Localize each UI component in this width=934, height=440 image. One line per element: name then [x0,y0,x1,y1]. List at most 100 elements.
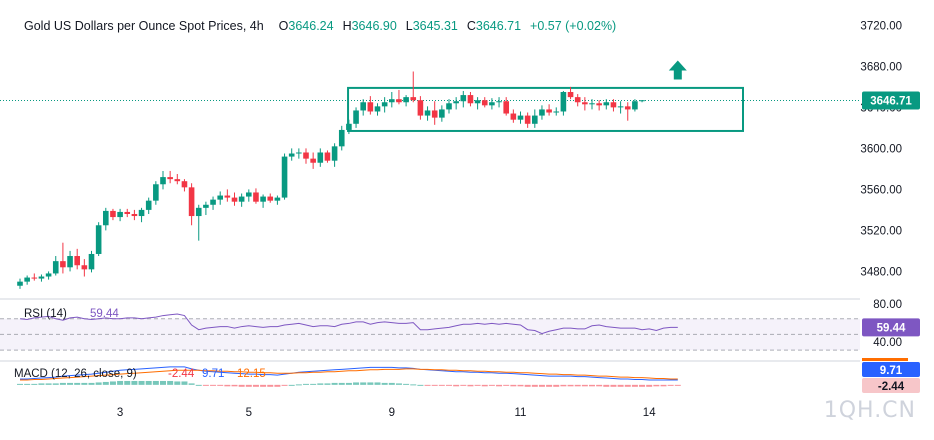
candle-body [589,103,595,105]
chart-header: Gold US Dollars per Ounce Spot Prices, 4… [24,19,616,33]
macd-histogram-bar [88,382,95,385]
macd-histogram-bar [95,382,102,385]
macd-histogram-bar [38,383,45,385]
candle-body [553,111,560,113]
macd-histogram-bar [624,384,631,387]
macd-histogram-bar [131,380,138,385]
candle-body [288,153,295,157]
macd-histogram-bar [653,384,660,387]
candle-body [417,100,424,116]
macd-histogram-bar [496,384,503,387]
macd-histogram-bar [574,384,581,387]
candle-body [353,110,359,124]
candle-body [560,92,567,112]
candle-body [138,209,145,217]
candle-body [532,115,538,124]
candle-body [217,195,223,200]
macd-histogram-bar [303,383,309,385]
macd-histogram-bar [317,383,324,385]
candle-body [188,187,195,217]
price-tick-label: 3600.00 [860,143,902,155]
price-tick-label: 3680.00 [860,61,902,73]
macd-histogram-bar [109,381,116,385]
candle-body [74,256,80,266]
macd-histogram-bar [667,384,674,386]
macd-histogram-bar [589,384,595,387]
signal-badge-marker [862,358,908,361]
macd-histogram-bar [202,384,209,386]
close-value: 3646.71 [475,19,522,33]
macd-histogram-bar [345,382,352,385]
candle-body [310,158,316,163]
x-tick-label: 14 [643,407,656,419]
macd-histogram-bar [24,383,31,385]
macd-histogram-bar [188,383,195,385]
macd-histogram-bar [503,384,510,386]
macd-histogram-bar [252,384,259,387]
rsi-value-badge-text: 59.44 [877,322,906,334]
candle-body [81,265,88,270]
macd-histogram-bar [417,384,424,386]
macd-histogram-bar [195,384,202,386]
candle-body [281,156,288,198]
candle-body [60,261,66,268]
candle-body [360,102,366,111]
candle-body [453,101,459,104]
macd-histogram-bar [360,382,367,385]
candle-body [446,103,452,110]
macd-histogram-bar [467,384,474,387]
symbol-title: Gold US Dollars per Ounce Spot Prices, 4… [24,19,264,33]
macd-histogram-bar [646,384,653,387]
macd-histogram-bar [145,380,152,385]
candle-body [210,199,216,205]
candle-body [24,277,30,282]
candle-body [489,102,495,106]
macd-histogram-bar [546,384,553,387]
candle-body [481,100,488,106]
candle-body [474,100,481,104]
histogram-value-badge [862,378,920,393]
macd-histogram-bar [74,382,81,385]
candle-body [496,101,502,103]
x-tick-label: 3 [117,407,123,419]
candle-body [603,102,610,106]
macd-histogram-bar [267,384,274,387]
macd-histogram-bar [117,380,124,385]
candle-body [389,99,395,103]
macd-histogram-bar [224,384,231,387]
macd-histogram-bar [474,384,481,386]
macd-histogram-bar [281,384,288,386]
macd-histogram-bar [388,382,395,385]
candle-body [510,113,517,120]
candle-body [396,99,402,103]
macd-histogram-bar [324,383,331,385]
macd-value-badge-text: 9.71 [880,365,903,377]
current-price-badge [862,91,920,110]
macd-histogram-bar [453,384,460,387]
macd-histogram-bar [431,384,438,386]
watermark: 1QH.CN [823,398,916,423]
price-tick-label: 3520.00 [860,225,902,237]
open-label: O [278,19,289,33]
candle-body [174,179,181,182]
macd-histogram-bar [524,384,531,387]
macd-histogram-bar [553,384,560,387]
macd-histogram-bar [81,382,88,385]
x-tick-label: 5 [246,407,252,419]
candle-body [610,102,617,108]
macd-histogram-bar [238,384,245,387]
macd-histogram-bar [152,380,159,385]
macd-histogram-bar [167,380,174,385]
candle-body [567,92,574,98]
candle-body [524,115,531,124]
candle-body [160,177,166,185]
rsi-pane-value: 59.44 [90,308,119,320]
macd-histogram-bar [424,384,431,386]
rsi-line [19,313,678,335]
macd-histogram-bar [245,384,252,387]
macd-histogram-bar [596,384,603,387]
candle-body [574,97,581,103]
candle-body [153,184,159,201]
